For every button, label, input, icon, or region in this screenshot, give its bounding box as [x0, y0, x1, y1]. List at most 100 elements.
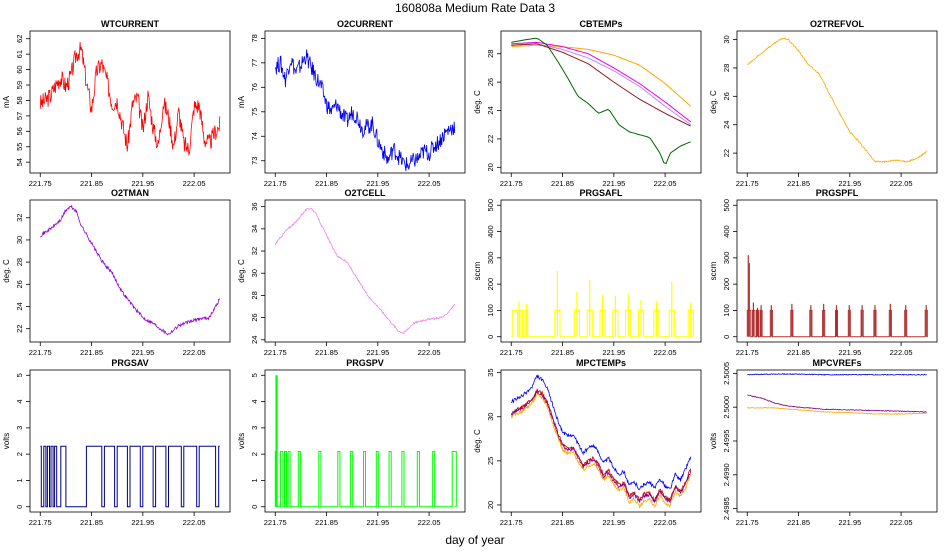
y-tick-label: 26	[486, 78, 495, 86]
x-tick-label: 221.95	[838, 179, 861, 188]
series-green	[511, 37, 691, 165]
x-tick-label: 221.75	[29, 518, 52, 527]
x-tick-label: 222.05	[654, 348, 677, 357]
x-tick-label: 221.85	[787, 518, 810, 527]
y-axis-label: volts	[2, 433, 11, 449]
panel-prgspv: PRGSPV volts 221.75 221.85 221.95 222.05 0 1 2 3 4…	[237, 358, 466, 527]
plot-frame	[264, 199, 466, 343]
panel-title: O2TMAN	[111, 188, 149, 198]
y-tick-label: 26	[722, 92, 731, 100]
series-prgspv	[274, 451, 457, 508]
plot-area	[747, 373, 927, 415]
plot-area	[510, 374, 692, 509]
plot-area	[40, 204, 221, 336]
y-tick-label: 300	[722, 252, 731, 265]
x-tick-label: 221.85	[315, 518, 338, 527]
y-tick-label: 75	[250, 108, 259, 116]
panel-o2tman: O2TMAN deg. C 221.75 221.85 221.95 222.05 22 24…	[2, 188, 231, 357]
y-tick-label: 30	[722, 35, 731, 43]
y-tick-label: 2.4985	[722, 497, 731, 520]
series-prgsav	[40, 445, 220, 508]
y-tick-label: 22	[15, 325, 24, 333]
y-axis-label: volts	[709, 433, 718, 449]
x-tick-label: 221.95	[838, 348, 861, 357]
y-tick-label: 55	[15, 143, 24, 151]
y-axis-label: deg. C	[2, 259, 11, 283]
y-tick-label: 24	[15, 302, 24, 310]
plot-area	[274, 207, 456, 334]
x-tick-label: 221.95	[602, 518, 625, 527]
x-tick-label: 221.95	[131, 518, 154, 527]
y-tick-label: 56	[15, 127, 24, 135]
y-axis-label: volts	[237, 433, 246, 449]
panel-title: PRGSPFL	[816, 188, 859, 198]
y-axis-label: mA	[2, 95, 11, 108]
x-tick-label: 221.75	[736, 179, 759, 188]
plot-area	[274, 49, 456, 172]
y-tick-label: 28	[250, 291, 259, 299]
panel-wtcurrent: WTCURRENT mA 221.75 221.85 221.95 222.05 54 55 5…	[2, 19, 231, 188]
x-tick-label: 221.95	[366, 518, 389, 527]
y-tick-label: 54	[15, 158, 24, 166]
y-tick-label: 78	[250, 34, 259, 42]
y-tick-label: 32	[250, 247, 259, 255]
y-axis-label: sccm	[709, 261, 718, 280]
y-axis-label: deg. C	[473, 90, 482, 114]
plot-area	[746, 255, 928, 338]
x-tick-label: 222.05	[654, 518, 677, 527]
y-tick-label: 500	[486, 199, 495, 212]
y-tick-label: 400	[722, 225, 731, 238]
plot-area	[511, 37, 692, 165]
panel-title: WTCURRENT	[101, 19, 159, 29]
x-tick-label: 221.75	[264, 348, 287, 357]
x-tick-label: 221.95	[366, 348, 389, 357]
x-tick-label: 221.85	[551, 179, 574, 188]
y-tick-label: 5	[15, 373, 24, 377]
y-axis-label: mA	[237, 95, 246, 108]
figure-title: 160808a Medium Rate Data 3	[395, 1, 555, 15]
series-o2tman	[40, 204, 221, 336]
series-o2tcell	[274, 207, 456, 334]
y-tick-label: 74	[250, 132, 259, 140]
x-tick-label: 221.75	[500, 348, 523, 357]
x-tick-label: 221.75	[500, 179, 523, 188]
y-tick-label: 100	[486, 304, 495, 317]
series-blue	[511, 374, 692, 491]
panel-o2tcell: O2TCELL deg. C 221.75 221.85 221.95 222.05 24 2…	[237, 188, 466, 357]
x-tick-label: 221.85	[787, 179, 810, 188]
plot-frame	[29, 30, 231, 174]
y-tick-label: 2.5005	[722, 362, 731, 385]
panel-title: O2TCELL	[344, 188, 386, 198]
y-tick-label: 24	[722, 121, 731, 129]
panel-title: MPCTEMPs	[576, 358, 626, 368]
x-tick-label: 221.75	[264, 518, 287, 527]
plot-area	[39, 41, 221, 157]
x-tick-label: 222.05	[418, 348, 441, 357]
plot-frame	[29, 369, 231, 513]
y-tick-label: 300	[486, 252, 495, 265]
panel-cbtemps: CBTEMPs deg. C 221.75 221.85 221.95 222.05 20 2…	[473, 19, 702, 188]
panel-title: MPCVREFs	[812, 358, 861, 368]
plot-area	[511, 271, 694, 338]
x-tick-label: 221.85	[315, 179, 338, 188]
x-tick-label: 221.95	[838, 518, 861, 527]
series-o2current	[274, 49, 456, 172]
y-tick-label: 5	[250, 373, 259, 377]
series-orange	[511, 44, 692, 107]
y-tick-label: 0	[250, 505, 259, 509]
y-tick-label: 20	[486, 163, 495, 171]
plot-area	[747, 37, 927, 164]
series-wtcurrent	[39, 41, 221, 157]
y-axis-label: deg. C	[237, 259, 246, 283]
y-tick-label: 0	[722, 335, 731, 339]
x-tick-label: 221.85	[80, 518, 103, 527]
series-violet	[511, 41, 692, 123]
y-tick-label: 22	[722, 149, 731, 157]
panel-prgspfl: PRGSPFL sccm 221.75 221.85 221.95 222.05 0 100 2…	[709, 188, 938, 357]
panel-prgsav: PRGSAV volts 221.75 221.85 221.95 222.05 0 1 2 3 4…	[2, 358, 231, 527]
y-tick-label: 26	[250, 313, 259, 321]
y-tick-label: 24	[250, 336, 259, 344]
x-tick-label: 222.05	[183, 348, 206, 357]
